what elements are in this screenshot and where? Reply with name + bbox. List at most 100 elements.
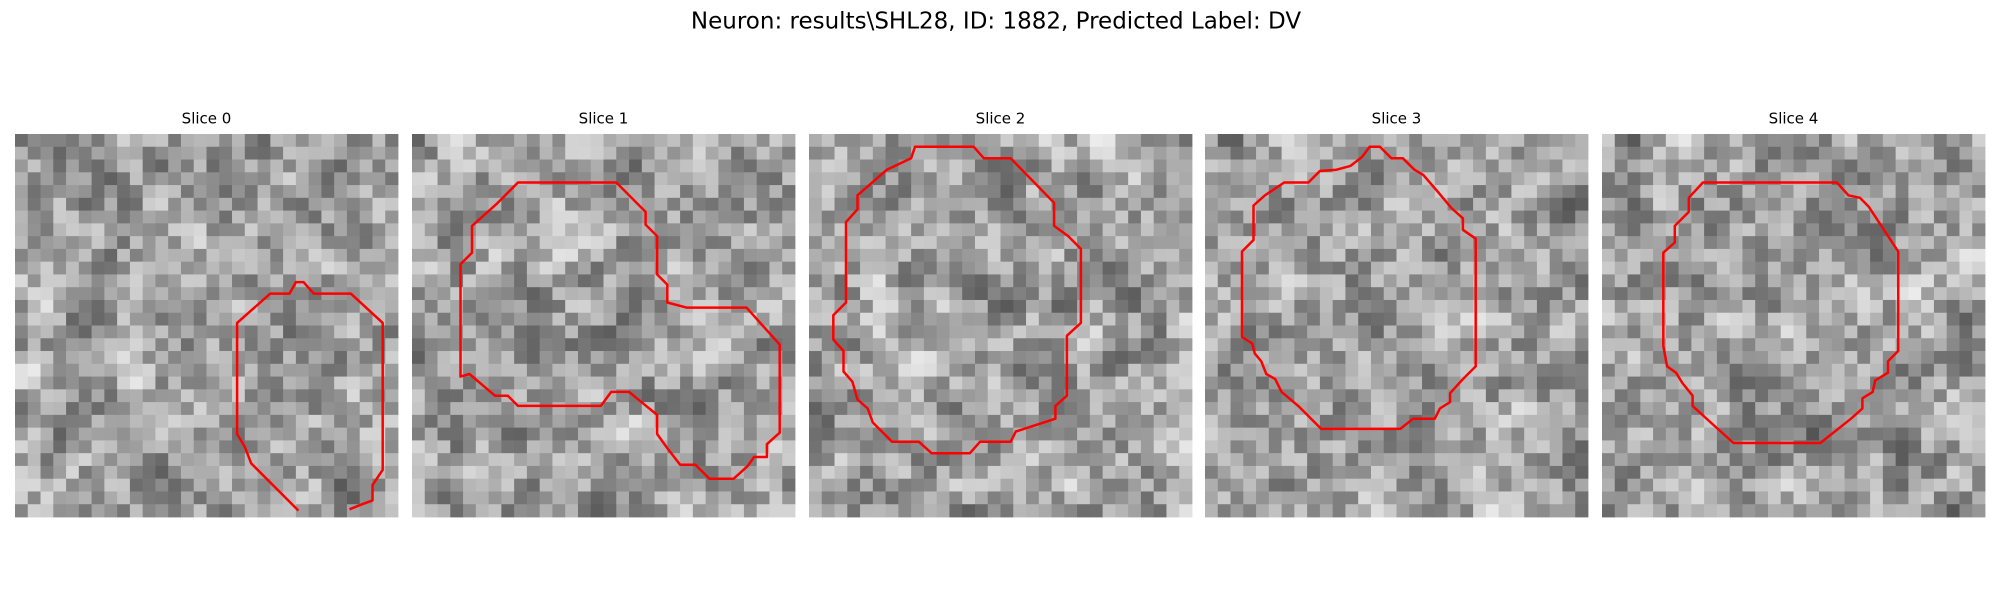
pixel	[1166, 134, 1180, 148]
pixel	[180, 312, 195, 326]
pixel	[590, 414, 604, 429]
pixel	[1857, 504, 1871, 518]
pixel	[1460, 478, 1474, 492]
pixel	[321, 402, 335, 416]
pixel	[385, 312, 399, 326]
pixel	[1051, 287, 1065, 301]
pixel	[488, 491, 502, 505]
pixel	[1536, 197, 1551, 211]
pixel	[1434, 236, 1448, 250]
pixel	[1281, 299, 1295, 314]
pixel	[1755, 325, 1769, 339]
pixel	[949, 159, 963, 173]
pixel	[1000, 185, 1014, 199]
pixel	[142, 210, 156, 224]
pixel	[718, 504, 732, 518]
pixel	[756, 236, 770, 250]
pixel	[412, 287, 426, 301]
pixel	[885, 376, 899, 390]
pixel	[898, 491, 912, 505]
pixel	[155, 236, 169, 250]
pixel	[66, 312, 80, 326]
pixel	[1038, 465, 1052, 480]
pixel	[898, 210, 912, 224]
pixel	[104, 287, 118, 301]
pixel	[680, 134, 694, 148]
pixel	[437, 427, 451, 441]
pixel	[847, 287, 861, 301]
pixel	[117, 453, 131, 467]
pixel	[53, 287, 67, 301]
pixel	[1358, 197, 1372, 211]
pixel	[1767, 146, 1782, 160]
pixel	[821, 236, 835, 250]
pixel	[949, 236, 963, 250]
pixel	[756, 210, 770, 224]
pixel	[346, 210, 361, 224]
pixel	[1153, 236, 1167, 250]
pixel	[1793, 210, 1807, 224]
pixel	[321, 210, 335, 224]
pixel	[66, 363, 80, 377]
pixel	[1959, 338, 1973, 352]
pixel	[257, 134, 271, 148]
pixel	[1627, 453, 1641, 467]
pixel	[1166, 402, 1180, 416]
pixel	[616, 274, 630, 288]
pixel	[1332, 312, 1346, 326]
pixel	[1716, 287, 1731, 301]
pixel	[142, 351, 156, 365]
pixel	[66, 440, 80, 454]
pixel	[821, 299, 835, 314]
pixel	[1653, 363, 1667, 377]
pixel	[1819, 402, 1833, 416]
pixel	[437, 210, 451, 224]
pixel	[129, 172, 144, 186]
pixel	[667, 376, 681, 390]
pixel	[1524, 146, 1538, 160]
pixel	[1370, 223, 1385, 237]
pixel	[731, 389, 745, 403]
pixel	[142, 134, 156, 148]
pixel	[1831, 376, 1845, 390]
pixel	[1602, 453, 1616, 467]
pixel	[769, 453, 783, 467]
pixel	[104, 427, 118, 441]
pixel	[962, 287, 976, 301]
pixel	[1140, 287, 1155, 301]
pixel	[1511, 402, 1525, 416]
pixel	[1077, 338, 1091, 352]
pixel	[437, 351, 451, 365]
pixel	[1946, 197, 1960, 211]
pixel	[450, 478, 464, 492]
pixel	[1383, 351, 1397, 365]
pixel	[1447, 248, 1461, 263]
pixel	[821, 172, 835, 186]
pixel	[1064, 427, 1078, 441]
pixel	[1217, 261, 1231, 275]
pixel	[359, 146, 373, 160]
pixel	[1742, 491, 1756, 505]
pixel	[654, 453, 668, 467]
pixel	[1307, 185, 1321, 199]
pixel	[501, 440, 515, 454]
pixel	[1602, 274, 1616, 288]
pixel	[1281, 197, 1295, 211]
pixel	[1153, 299, 1167, 314]
pixel	[1536, 146, 1551, 160]
pixel	[1640, 210, 1654, 224]
pixel	[1921, 389, 1935, 403]
pixel	[1742, 312, 1756, 326]
pixel	[641, 236, 655, 250]
pixel	[1268, 185, 1282, 199]
pixel	[1882, 351, 1897, 365]
pixel	[1691, 197, 1705, 211]
pixel	[1230, 414, 1244, 429]
pixel	[782, 325, 796, 339]
pixel	[501, 172, 515, 186]
pixel	[590, 274, 604, 288]
pixel	[1498, 338, 1512, 352]
pixel	[463, 236, 477, 250]
pixel	[539, 363, 553, 377]
pixel	[1857, 440, 1871, 454]
